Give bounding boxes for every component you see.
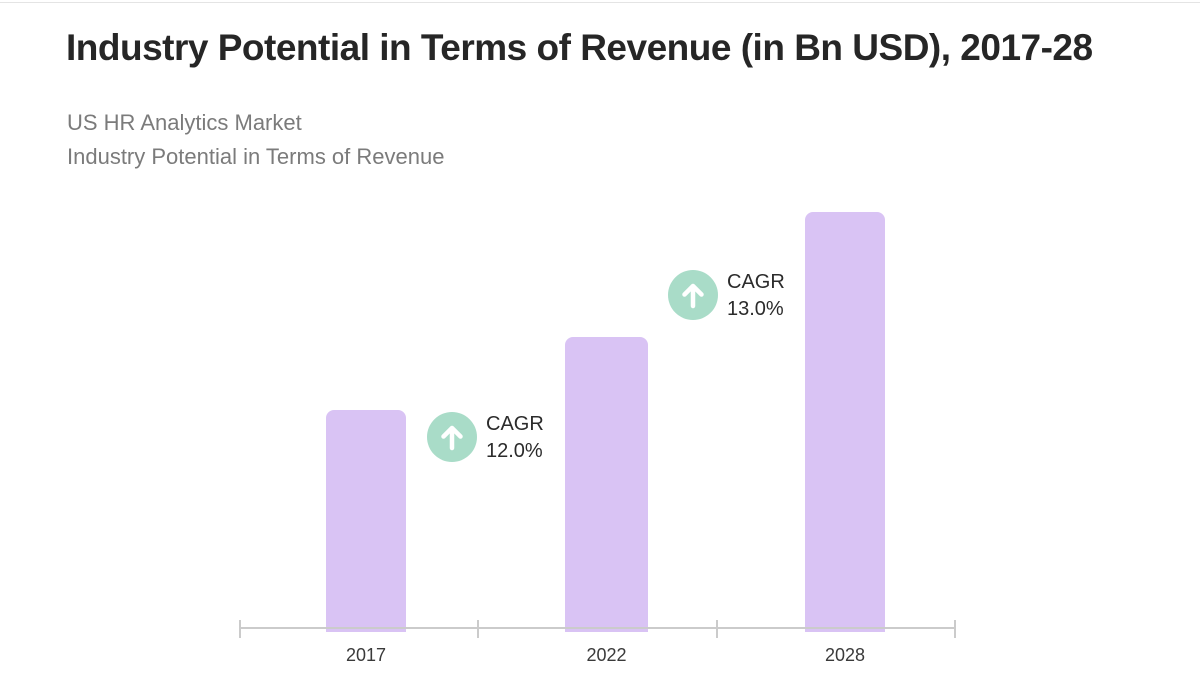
chart-subtitle: US HR Analytics Market Industry Potentia…	[67, 106, 444, 174]
x-axis-line	[240, 627, 955, 629]
x-axis-tick	[715, 620, 718, 638]
up-arrow-circle-icon	[427, 412, 477, 462]
bar-2028	[805, 212, 885, 632]
x-axis-tick	[954, 620, 956, 638]
bar-2017	[326, 410, 406, 632]
cagr-value: 12.0%	[486, 440, 543, 462]
cagr-label: CAGR	[486, 413, 544, 435]
cagr-annotation-2017-2022: CAGR 12.0%	[486, 411, 544, 465]
cagr-annotation-2022-2028: CAGR 13.0%	[727, 269, 785, 323]
x-axis-label-2028: 2028	[824, 645, 866, 665]
chart-subtitle-line2: Industry Potential in Terms of Revenue	[67, 144, 445, 169]
up-arrow-circle-icon	[668, 270, 718, 320]
bar-2022	[565, 337, 648, 632]
cagr-value: 13.0%	[727, 298, 784, 320]
cagr-label: CAGR	[727, 271, 785, 293]
chart-subtitle-line1: US HR Analytics Market	[67, 110, 302, 135]
x-axis-label-2017: 2017	[345, 645, 387, 665]
x-axis-tick	[477, 620, 480, 638]
x-axis-tick	[239, 620, 241, 638]
top-border-line	[0, 2, 1200, 3]
x-axis-label-2022: 2022	[586, 645, 627, 665]
chart-title: Industry Potential in Terms of Revenue (…	[66, 27, 1093, 68]
